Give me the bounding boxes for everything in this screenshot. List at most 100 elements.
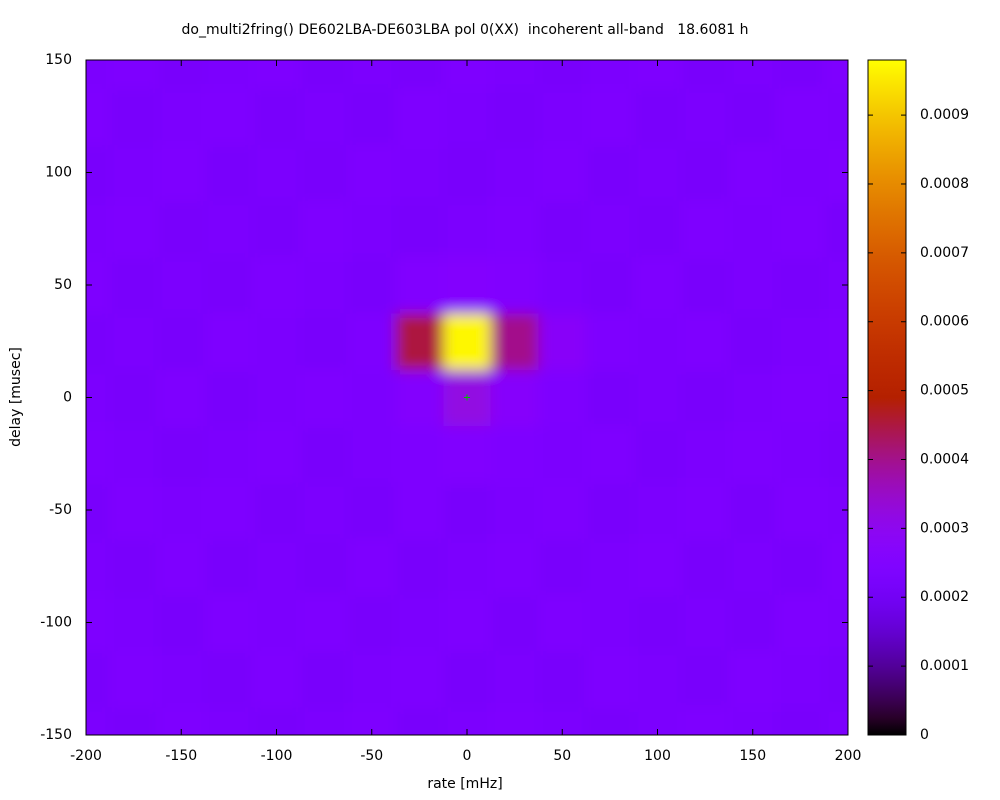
heatmap-cell (490, 369, 539, 427)
heatmap-cell (109, 538, 158, 595)
heatmap-cell (681, 706, 730, 735)
heatmap-cell (395, 200, 444, 258)
heatmap-cell (633, 594, 682, 652)
heatmap-cell (205, 425, 254, 483)
heatmap-cell (633, 650, 682, 708)
heatmap-cell (109, 144, 158, 202)
heatmap-cell (395, 369, 444, 427)
heatmap-cell (490, 313, 539, 370)
heatmap-cell (347, 369, 397, 427)
plot-area (86, 60, 848, 735)
heatmap-cell (252, 650, 301, 708)
heatmap-cell (252, 369, 301, 427)
heatmap-cell (728, 256, 778, 314)
x-tick-label: -100 (261, 748, 293, 764)
heatmap-cell (633, 144, 682, 202)
heatmap-cell (538, 369, 587, 427)
heatmap-cell (824, 481, 848, 539)
x-tick-label: 0 (463, 748, 472, 764)
heatmap-cell (586, 538, 635, 595)
heatmap-cell (586, 706, 635, 735)
heatmap-cell (538, 313, 587, 370)
heatmap-cell (109, 256, 158, 314)
heatmap-cell (443, 538, 492, 595)
heatmap-cell (776, 481, 825, 539)
heatmap-cell (728, 481, 778, 539)
heatmap-cell (443, 88, 492, 145)
heatmap-cell (681, 60, 730, 89)
heatmap-cell (157, 200, 206, 258)
heatmap-cell (86, 538, 111, 595)
heatmap-cell (395, 706, 444, 735)
heatmap-cell (347, 88, 397, 145)
heatmap-cell (776, 256, 825, 314)
heatmap-cell (157, 88, 206, 145)
y-axis-label: delay [musec] (8, 347, 24, 447)
heatmap-cell (490, 60, 539, 89)
x-tick-label: 150 (739, 748, 766, 764)
heatmap-cell (157, 256, 206, 314)
heatmap-cell (776, 313, 825, 370)
heatmap-cell (824, 538, 848, 595)
heatmap-cell (252, 594, 301, 652)
heatmap-cell (824, 200, 848, 258)
y-tick-label: -100 (40, 615, 72, 631)
colorbar-tick-label: 0.0006 (920, 314, 969, 330)
heatmap-cell (157, 425, 206, 483)
heatmap-cell (443, 481, 492, 539)
heatmap-cell (205, 594, 254, 652)
heatmap-cell (776, 144, 825, 202)
heatmap-cell (776, 425, 825, 483)
heatmap-cell (586, 594, 635, 652)
heatmap-cell (633, 538, 682, 595)
heatmap-cell (681, 200, 730, 258)
heatmap-cell (776, 200, 825, 258)
heatmap-cell (395, 650, 444, 708)
heatmap-cell (395, 481, 444, 539)
x-tick-label: -200 (70, 748, 102, 764)
heatmap-cell (728, 88, 778, 145)
heatmap-cell (776, 650, 825, 708)
heatmap-cell (205, 144, 254, 202)
heatmap-cell (776, 60, 825, 89)
heatmap-cell (109, 594, 158, 652)
heatmap-cell (347, 481, 397, 539)
heatmap-cell (633, 481, 682, 539)
heatmap-cell (538, 425, 587, 483)
heatmap-cell (109, 200, 158, 258)
heatmap-cell (157, 144, 206, 202)
heatmap-cell (86, 706, 111, 735)
heatmap-cell (157, 313, 206, 370)
heatmap-cell (300, 200, 349, 258)
heatmap-cell (824, 650, 848, 708)
colorbar-tick-label: 0.0004 (920, 451, 969, 467)
heatmap-cell (681, 481, 730, 539)
heatmap-cell (586, 481, 635, 539)
heatmap-cell (681, 256, 730, 314)
heatmap-cell (157, 481, 206, 539)
heatmap-cell (824, 60, 848, 89)
heatmap-cell (538, 650, 587, 708)
heatmap-cell (824, 425, 848, 483)
heatmap-cell (538, 256, 587, 314)
heatmap-cell (300, 369, 349, 427)
heatmap-cell (205, 313, 254, 370)
heatmap-cell (633, 313, 682, 370)
heatmap-cell (300, 538, 349, 595)
heatmap-cell (633, 88, 682, 145)
heatmap-cell (157, 594, 206, 652)
heatmap-cell (395, 594, 444, 652)
heatmap-cell (395, 256, 444, 314)
heatmap-cell (252, 313, 301, 370)
heatmap-cell (776, 594, 825, 652)
heatmap-cell (86, 60, 111, 89)
heatmap-cell (252, 256, 301, 314)
heatmap-cell (86, 425, 111, 483)
heatmap-cell (776, 538, 825, 595)
heatmap-cell (776, 88, 825, 145)
heatmap-cell (490, 256, 539, 314)
heatmap-cell (824, 594, 848, 652)
chart-title: do_multi2fring() DE602LBA-DE603LBA pol 0… (182, 22, 749, 38)
heatmap-cell (395, 538, 444, 595)
heatmap-cell (347, 313, 397, 370)
